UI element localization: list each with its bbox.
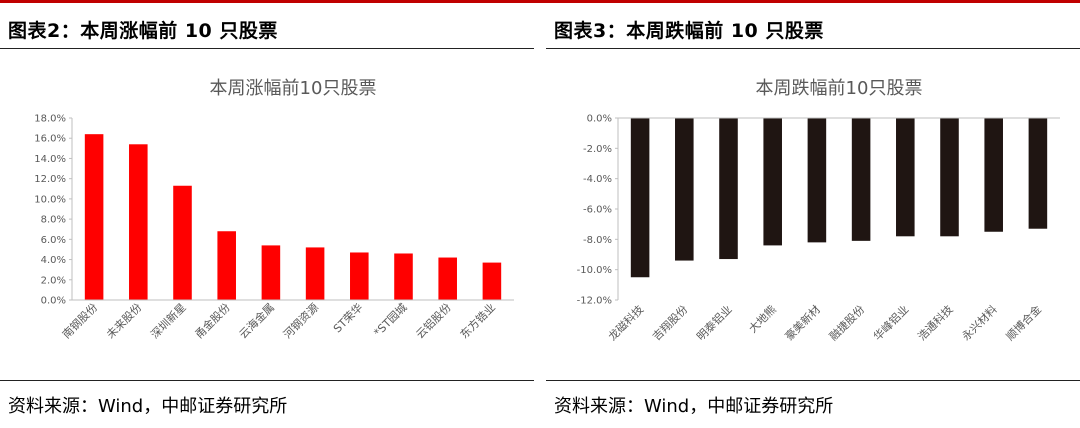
category-label: 融捷股份 (826, 302, 867, 343)
y-tick-label: 2.0% (41, 275, 66, 286)
figure-heading: 图表3：本周跌幅前 10 只股票 (554, 20, 824, 42)
heading-divider (0, 48, 534, 49)
y-tick-label: 0.0% (41, 296, 66, 307)
category-label: 云铝股份 (413, 300, 454, 341)
bar (675, 118, 694, 261)
bar (84, 134, 104, 300)
bar (394, 253, 413, 300)
bar (350, 252, 369, 300)
chart-title: 本周跌幅前10只股票 (756, 78, 923, 99)
source-divider (546, 380, 1080, 381)
gainers-chart: 本周涨幅前10只股票 0.0% 2.0% 4.0% 6.0% 8.0% 10.0% 12.0%… (34, 78, 514, 341)
y-tick-label: -10.0% (577, 265, 612, 276)
panel-losers: 图表3：本周跌幅前 10 只股票 本周跌幅前10只股票 -12.0% -10.0% -… (546, 0, 1080, 428)
category-label: 顺博合金 (1003, 302, 1044, 343)
category-label: 明泰铝业 (694, 302, 735, 343)
y-tick-label: -2.0% (583, 144, 612, 155)
bar (305, 247, 325, 300)
y-tick-label: 6.0% (41, 235, 66, 246)
category-label: *ST园城 (371, 301, 409, 339)
top-accent-line (0, 0, 1080, 3)
y-tick-label: 12.0% (34, 174, 66, 185)
bar (217, 231, 236, 300)
category-label: 永兴材料 (959, 302, 1000, 343)
y-tick-label: 10.0% (34, 194, 66, 205)
panel-gainers: 图表2：本周涨幅前 10 只股票 本周涨幅前10只股票 0.0% 2.0% 4.0% 6… (0, 0, 534, 428)
bar (261, 245, 281, 300)
bar (1028, 118, 1048, 229)
category-label: 河钢资源 (280, 300, 321, 341)
bar (719, 118, 738, 260)
category-label: 东方锆业 (457, 300, 498, 341)
losers-chart: 本周跌幅前10只股票 -12.0% -10.0% -8.0% -6.0% -4.0% -2.… (577, 78, 1060, 343)
y-tick-label: -8.0% (583, 235, 612, 246)
category-label: 华峰铝业 (870, 302, 911, 343)
heading-divider (546, 48, 1080, 49)
source-note: 资料来源：Wind，中邮证券研究所 (8, 396, 288, 417)
y-tick-label: -6.0% (583, 205, 612, 216)
y-tick-label: 16.0% (34, 134, 66, 145)
bar (984, 118, 1003, 232)
bar (630, 118, 650, 278)
chart-title: 本周涨幅前10只股票 (210, 78, 377, 99)
bar (896, 118, 915, 237)
y-tick-label: 14.0% (34, 154, 66, 165)
bar (807, 118, 827, 243)
category-label: 浩通科技 (915, 302, 956, 343)
y-tick-label: -4.0% (583, 174, 612, 185)
category-label: 龙磁科技 (605, 302, 646, 343)
y-tick-label: 8.0% (41, 215, 66, 226)
bar (851, 118, 871, 241)
bar (482, 262, 502, 300)
bar (763, 118, 782, 246)
category-label: 深圳新星 (148, 300, 189, 341)
category-label: 云海金属 (236, 300, 277, 341)
source-note: 资料来源：Wind，中邮证券研究所 (554, 396, 834, 417)
source-divider (0, 380, 534, 381)
category-label: 未来股份 (104, 301, 144, 341)
bar (940, 118, 959, 237)
y-tick-label: -12.0% (577, 296, 612, 307)
bar (438, 257, 457, 300)
category-label: ST荣华 (330, 300, 365, 335)
bar (129, 144, 148, 300)
category-label: 南钢股份 (60, 301, 100, 341)
category-label: 豪美新材 (782, 302, 823, 343)
bar (173, 185, 192, 300)
category-label: 甬金股份 (192, 300, 233, 341)
y-tick-label: 0.0% (587, 114, 612, 125)
y-tick-label: 4.0% (41, 255, 66, 266)
category-label: 吉翔股份 (649, 302, 690, 343)
figure-heading: 图表2：本周涨幅前 10 只股票 (8, 20, 278, 42)
category-label: 大地熊 (746, 302, 779, 335)
y-tick-label: 18.0% (34, 114, 66, 125)
